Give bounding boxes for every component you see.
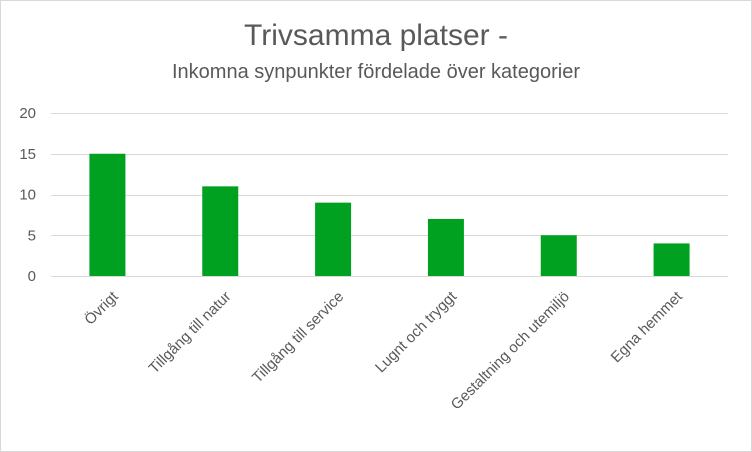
- y-tick-label: 15: [19, 146, 36, 163]
- bar: [89, 153, 126, 276]
- bar: [540, 235, 577, 276]
- x-tick-label: Tillgång till natur: [146, 288, 235, 377]
- bar: [427, 218, 464, 276]
- y-tick-label: 10: [19, 187, 36, 204]
- chart-subtitle: Inkomna synpunkter fördelade över katego…: [171, 61, 580, 83]
- x-axis-ticks: Övrigt Tillgång till natur Tillgång till s…: [81, 287, 687, 414]
- x-tick-label: Egna hemmet: [608, 288, 687, 367]
- x-tick-label: Lugnt och tryggt: [372, 288, 461, 377]
- bar: [202, 186, 239, 276]
- x-tick-label: Gestaltning och utemiljö: [448, 288, 573, 413]
- bars: [89, 153, 690, 276]
- x-tick-label: Övrigt: [81, 287, 123, 329]
- bar: [315, 202, 352, 276]
- chart-title: Trivsamma platser -: [244, 19, 508, 52]
- gridlines: [51, 113, 728, 277]
- y-tick-label: 20: [19, 105, 36, 122]
- x-tick-label: Tillgång till service: [249, 288, 347, 386]
- y-tick-label: 0: [28, 268, 36, 285]
- bar: [653, 243, 690, 276]
- y-axis-ticks: 0 5 10 15 20: [19, 105, 36, 285]
- y-tick-label: 5: [28, 227, 36, 244]
